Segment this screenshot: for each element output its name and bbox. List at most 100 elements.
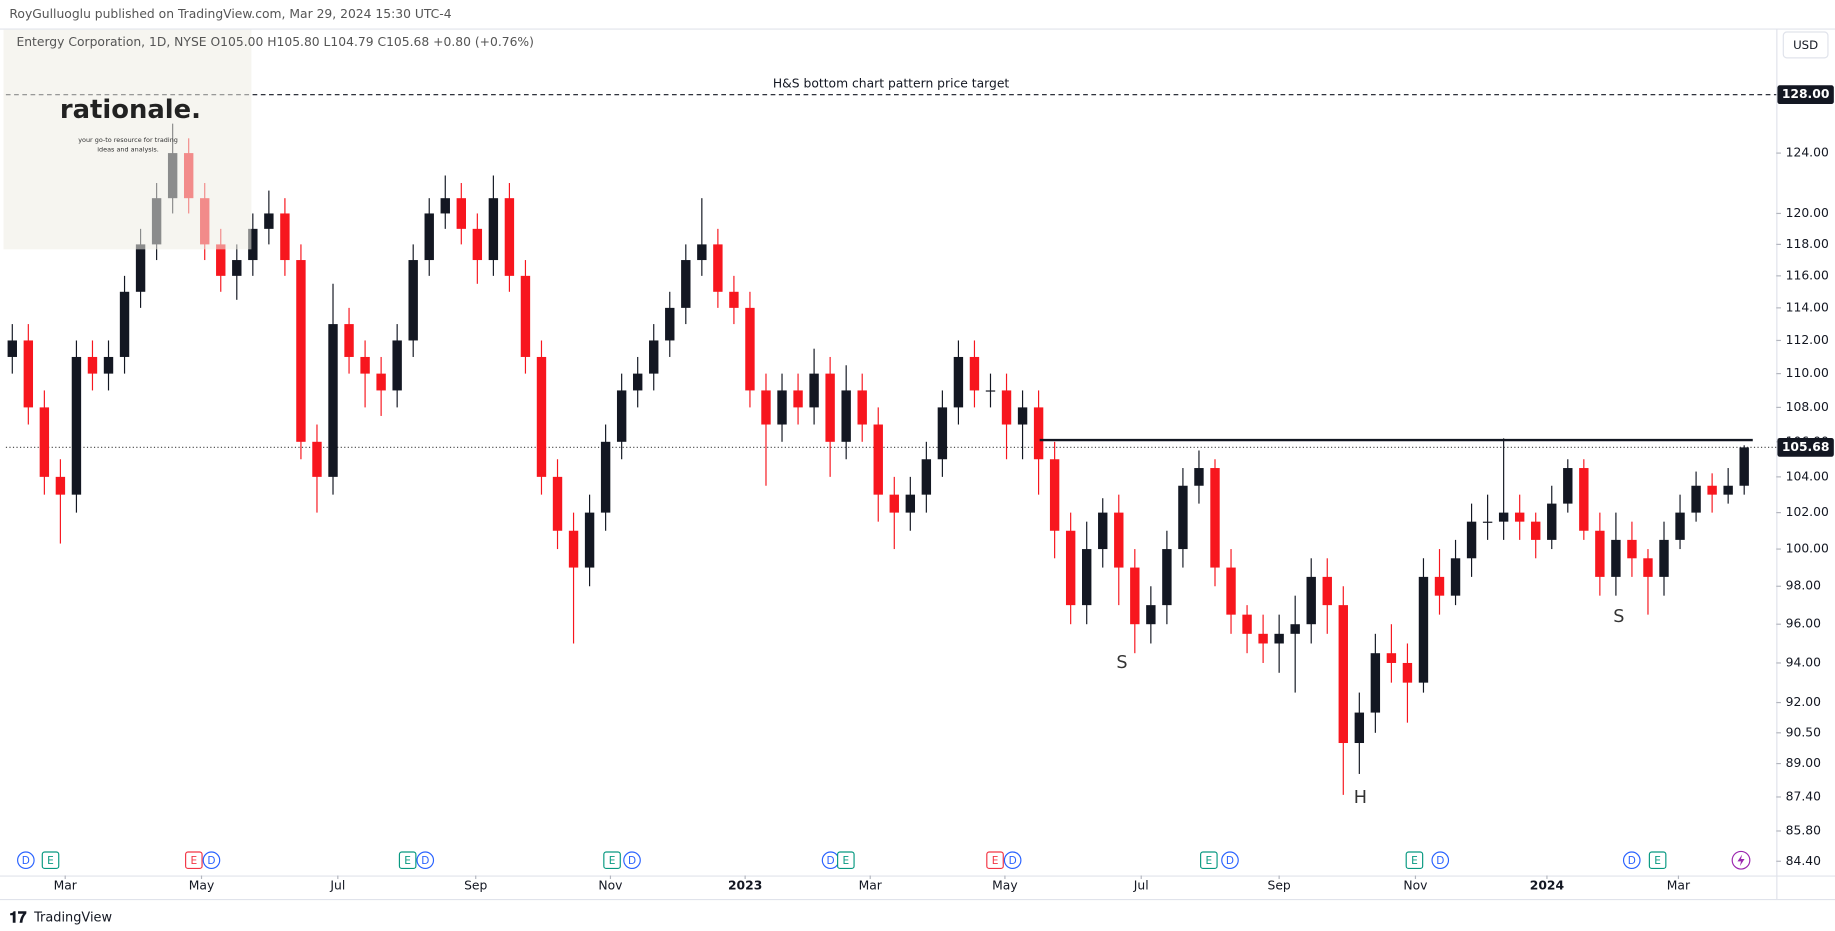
- candle-body: [1450, 558, 1461, 596]
- x-tick-label: 2024: [1530, 879, 1565, 893]
- x-tick-label: Sep: [464, 879, 487, 893]
- candle-body: [584, 512, 595, 568]
- y-tick-label: 102.00: [1786, 505, 1829, 519]
- pattern-label: S: [1613, 607, 1624, 627]
- candle-body: [761, 390, 771, 425]
- x-tick-label: Mar: [54, 879, 78, 893]
- candle-body: [985, 390, 996, 392]
- candle-body: [71, 356, 82, 495]
- price-box-label: 105.68: [1782, 440, 1830, 454]
- event-badge: [202, 851, 221, 870]
- plot-area: 84.40 85.80 87.40 89.00 90.50 92.00 94.00 96.00…: [5, 77, 1834, 893]
- candle-body: [1723, 485, 1733, 495]
- event-label: D: [421, 855, 429, 867]
- event-label: D: [628, 855, 636, 867]
- event-label: E: [47, 855, 54, 867]
- candle-body: [1001, 390, 1012, 425]
- event-label: E: [1654, 855, 1661, 867]
- candle-body: [1579, 468, 1589, 531]
- candle-body: [1659, 539, 1669, 577]
- candle-body: [873, 424, 883, 495]
- pattern-label: H: [1354, 788, 1367, 808]
- candle-body: [1162, 549, 1172, 606]
- event-badge: [1200, 851, 1218, 870]
- candle-body: [600, 441, 611, 513]
- candle-body: [1595, 530, 1605, 577]
- candle-body: [921, 459, 932, 495]
- candle-body: [1098, 512, 1108, 550]
- candle-body: [1290, 624, 1300, 634]
- candle-body: [777, 390, 787, 425]
- candle-body: [1386, 653, 1397, 663]
- candle-body: [1531, 521, 1541, 540]
- event-badge: [41, 851, 60, 870]
- candle-body: [1274, 633, 1284, 644]
- event-badge: [416, 851, 435, 870]
- candle-body: [825, 373, 835, 442]
- candle-body: [809, 373, 819, 408]
- lightning: [1737, 854, 1745, 867]
- y-tick-label: 124.00: [1786, 146, 1829, 160]
- event-label: D: [207, 855, 215, 867]
- candle-body: [408, 260, 418, 341]
- currency[interactable]: USD: [1793, 38, 1818, 52]
- event-label: D: [1226, 855, 1234, 867]
- candle-body: [713, 244, 723, 292]
- price-box-label: 128.00: [1782, 87, 1830, 101]
- candle-body: [1418, 576, 1429, 683]
- y-tick-label: 85.80: [1786, 823, 1821, 837]
- x-tick-label: May: [189, 879, 215, 893]
- candle-body: [23, 340, 34, 408]
- currency-button[interactable]: [1782, 31, 1829, 59]
- candle-body: [1082, 549, 1092, 606]
- y-tick-label: 94.00: [1786, 655, 1821, 669]
- y-tick-label: 87.40: [1786, 789, 1821, 803]
- candle-body: [520, 275, 531, 357]
- replay-icon[interactable]: [1731, 850, 1751, 870]
- candle-body: [456, 198, 466, 229]
- event-label: E: [992, 855, 999, 867]
- candle-body: [745, 307, 755, 391]
- candle-body: [1370, 653, 1381, 713]
- brand-icon: 𝟏𝟕: [9, 908, 26, 926]
- candle-body: [248, 228, 258, 261]
- y-tick-label: 118.00: [1786, 237, 1829, 251]
- candle-body: [1466, 521, 1477, 559]
- candle-body: [1643, 558, 1653, 577]
- candle-body: [1482, 521, 1493, 523]
- candle-body: [1130, 567, 1140, 625]
- candle-body: [424, 213, 434, 261]
- legend: Entergy Corporation, 1D, NYSE O105.00 H1…: [16, 35, 534, 49]
- event-badge: [185, 851, 203, 870]
- candle-body: [1563, 468, 1573, 504]
- candle-body: [1675, 512, 1685, 540]
- candle-body: [1498, 512, 1509, 522]
- candle-body: [360, 356, 370, 374]
- tradingview-brand: 𝟏𝟕 TradingView: [9, 908, 112, 926]
- candle-body: [1306, 576, 1316, 625]
- candle-body: [536, 356, 547, 477]
- candle-body: [296, 260, 306, 442]
- candle-body: [649, 340, 659, 374]
- candle-body: [1114, 512, 1124, 568]
- event-badge: [1648, 851, 1667, 870]
- y-tick-label: 90.50: [1786, 725, 1821, 739]
- price-box: [1777, 437, 1834, 457]
- candle-body: [697, 244, 707, 261]
- event-label: E: [842, 855, 849, 867]
- logo: rationale.: [60, 95, 201, 125]
- y-tick-label: 100.00: [1786, 542, 1829, 556]
- y-tick-label: 89.00: [1786, 756, 1821, 770]
- candle-body: [1322, 576, 1332, 606]
- y-tick-label: 108.00: [1786, 400, 1829, 414]
- candle-body: [1226, 567, 1236, 615]
- candle-body: [232, 260, 242, 276]
- candle-body: [216, 244, 226, 276]
- candle-body: [1691, 485, 1701, 513]
- candle-body: [39, 407, 50, 477]
- y-tick-label: 84.40: [1786, 854, 1821, 868]
- event-badge: [986, 851, 1004, 870]
- event-label: D: [1628, 855, 1636, 867]
- candle-body: [344, 324, 354, 357]
- candle-body: [1065, 530, 1076, 606]
